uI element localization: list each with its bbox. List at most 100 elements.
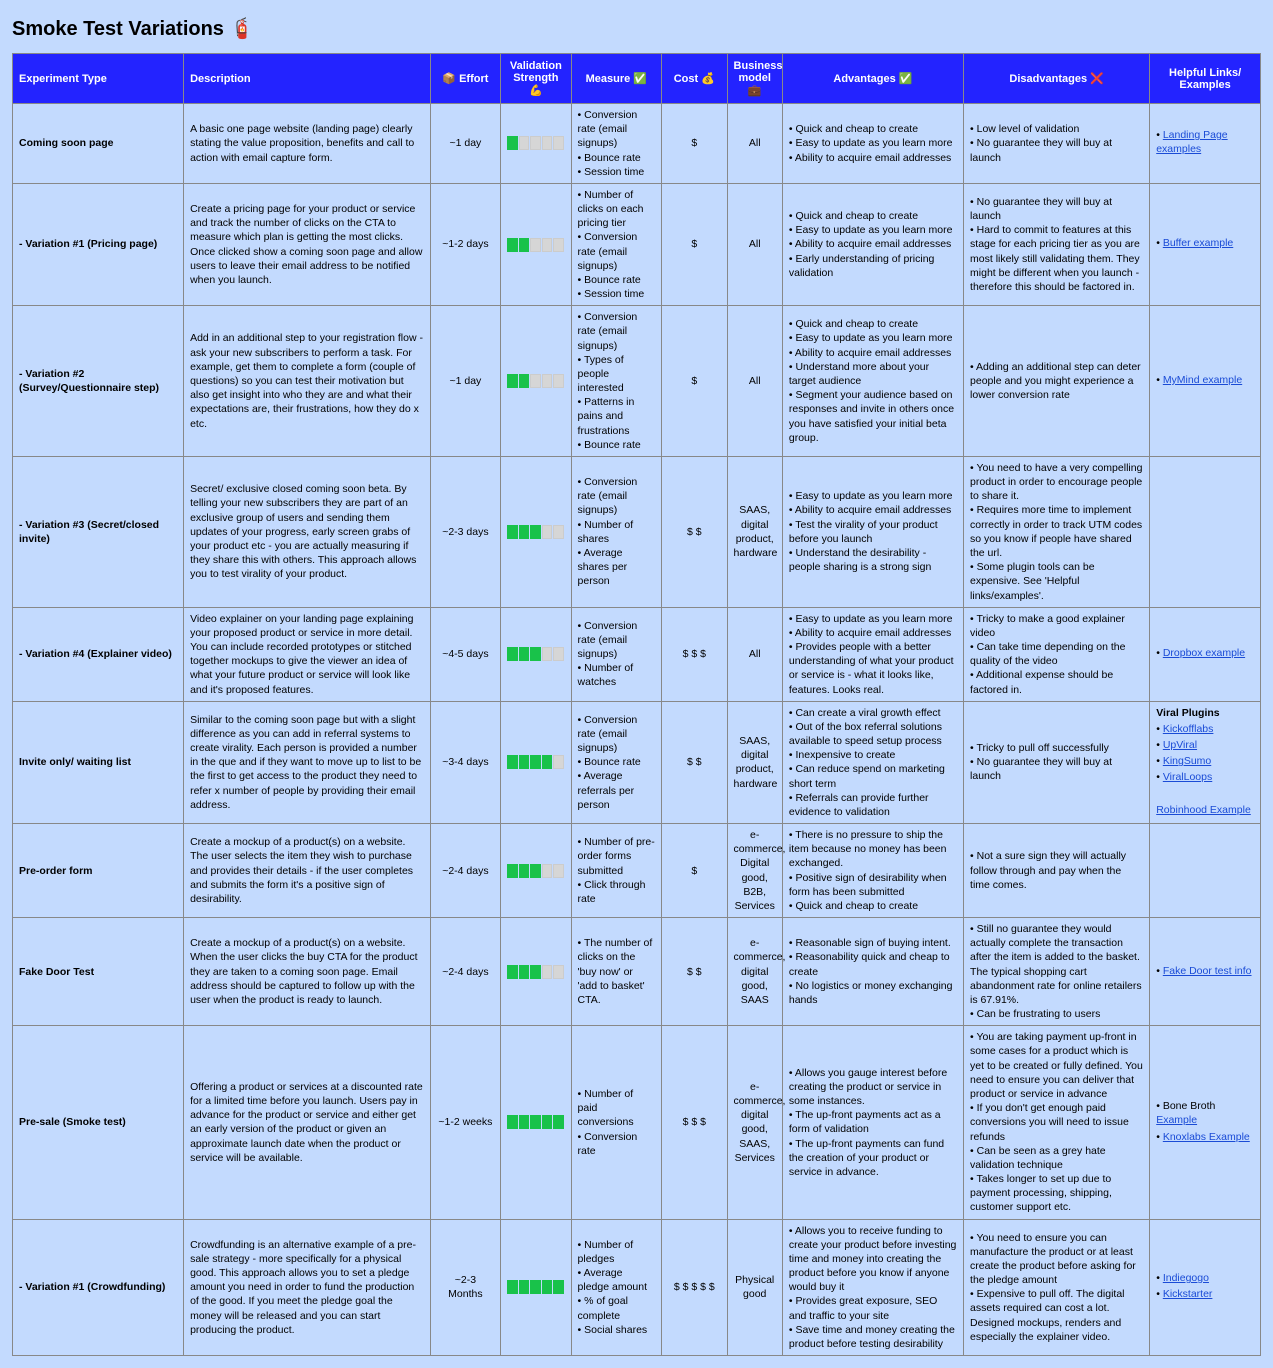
cost-cell: $ $ <box>662 918 727 1026</box>
cost-cell: $ $ $ <box>662 607 727 701</box>
helpful-link[interactable]: Fake Door test info <box>1163 965 1252 977</box>
list-item: Can be frustrating to users <box>970 1007 1143 1021</box>
strength-segment <box>519 525 529 539</box>
description-cell: Create a mockup of a product(s) on a web… <box>184 918 431 1026</box>
business-model-cell: e-commerce, digital good, SAAS, Services <box>727 1026 782 1219</box>
validation-strength-bar <box>507 238 564 252</box>
strength-segment <box>519 864 529 878</box>
strength-segment <box>542 965 552 979</box>
strength-segment <box>553 525 563 539</box>
strength-segment <box>542 864 552 878</box>
list-item: Positive sign of desirability when form … <box>789 871 957 899</box>
experiment-type: - Variation #4 (Explainer video) <box>13 607 184 701</box>
list-item: Ability to acquire email addresses <box>789 626 957 640</box>
strength-segment <box>519 136 529 150</box>
advantages-cell: Reasonable sign of buying intent.Reasona… <box>782 918 963 1026</box>
cost-cell: $ <box>662 183 727 305</box>
experiment-type: Pre-sale (Smoke test) <box>13 1026 184 1219</box>
helpful-link[interactable]: Kickstarter <box>1163 1288 1213 1300</box>
strength-segment <box>542 1280 552 1294</box>
table-body: Coming soon pageA basic one page website… <box>13 104 1261 1356</box>
list-item: Provides great exposure, SEO and traffic… <box>789 1294 957 1322</box>
validation-cell <box>501 701 571 823</box>
experiment-type: - Variation #1 (Pricing page) <box>13 183 184 305</box>
helpful-link[interactable]: Buffer example <box>1163 237 1233 249</box>
measure-cell: Conversion rate (email signups)Bounce ra… <box>571 701 662 823</box>
column-header: 📦 Effort <box>430 54 500 104</box>
list-item: Reasonability quick and cheap to create <box>789 950 957 978</box>
helpful-link[interactable]: Robinhood Example <box>1156 804 1251 816</box>
measure-cell: Number of pledgesAverage pledge amount% … <box>571 1219 662 1356</box>
helpful-link[interactable]: KingSumo <box>1163 755 1211 767</box>
strength-segment <box>519 647 529 661</box>
helpful-link[interactable]: Indiegogo <box>1163 1272 1209 1284</box>
links-cell <box>1150 824 1261 918</box>
strength-segment <box>553 136 563 150</box>
strength-segment <box>519 374 529 388</box>
strength-segment <box>553 864 563 878</box>
strength-segment <box>507 1115 517 1129</box>
list-item: Quick and cheap to create <box>789 317 957 331</box>
strength-segment <box>553 647 563 661</box>
list-item: Number of pledges <box>578 1238 656 1266</box>
list-item: Understand the desirability - people sha… <box>789 546 957 574</box>
business-model-cell: All <box>727 183 782 305</box>
list-item: Conversion rate <box>578 1130 656 1158</box>
link-item: Fake Door test info <box>1156 964 1254 978</box>
effort-cell: ~2-3 days <box>430 456 500 607</box>
link-item: MyMind example <box>1156 373 1254 387</box>
list-item: Number of clicks on each pricing tier <box>578 188 656 231</box>
helpful-link[interactable]: UpViral <box>1163 739 1197 751</box>
variations-table: Experiment TypeDescription📦 EffortValida… <box>12 53 1261 1356</box>
strength-segment <box>542 1115 552 1129</box>
business-model-cell: All <box>727 104 782 184</box>
experiment-type: Fake Door Test <box>13 918 184 1026</box>
table-row: Fake Door TestCreate a mockup of a produ… <box>13 918 1261 1026</box>
validation-strength-bar <box>507 136 564 150</box>
strength-segment <box>519 238 529 252</box>
helpful-link[interactable]: Example <box>1156 1114 1197 1126</box>
helpful-link[interactable]: ViralLoops <box>1163 771 1212 783</box>
helpful-link[interactable]: Kickofflabs <box>1163 723 1214 735</box>
table-row: Coming soon pageA basic one page website… <box>13 104 1261 184</box>
strength-segment <box>530 647 540 661</box>
helpful-link[interactable]: MyMind example <box>1163 374 1242 386</box>
list-item: Bounce rate <box>578 755 656 769</box>
list-item: Allows you gauge interest before creatin… <box>789 1066 957 1109</box>
advantages-cell: Can create a viral growth effectOut of t… <box>782 701 963 823</box>
list-item: Quick and cheap to create <box>789 122 957 136</box>
list-item: Can create a viral growth effect <box>789 706 957 720</box>
table-row: - Variation #4 (Explainer video)Video ex… <box>13 607 1261 701</box>
list-item: You need to ensure you can manufacture t… <box>970 1231 1143 1288</box>
list-item: Some plugin tools can be expensive. See … <box>970 560 1143 603</box>
disadvantages-cell: You need to have a very compelling produ… <box>964 456 1150 607</box>
links-cell: Dropbox example <box>1150 607 1261 701</box>
validation-cell <box>501 306 571 457</box>
advantages-cell: Easy to update as you learn moreAbility … <box>782 456 963 607</box>
list-item: Ability to acquire email addresses <box>789 151 957 165</box>
helpful-link[interactable]: Knoxlabs Example <box>1163 1131 1250 1143</box>
measure-cell: Conversion rate (email signups)Bounce ra… <box>571 104 662 184</box>
strength-segment <box>507 647 517 661</box>
helpful-link[interactable]: Landing Page examples <box>1156 129 1227 155</box>
list-item: Types of people interested <box>578 353 656 396</box>
list-item: Not a sure sign they will actually follo… <box>970 849 1143 892</box>
list-item: Tricky to make a good explainer video <box>970 612 1143 640</box>
link-item: UpViral <box>1156 738 1254 752</box>
disadvantages-cell: You need to ensure you can manufacture t… <box>964 1219 1150 1356</box>
disadvantages-cell: You are taking payment up-front in some … <box>964 1026 1150 1219</box>
effort-cell: ~2-3 Months <box>430 1219 500 1356</box>
helpful-link[interactable]: Dropbox example <box>1163 647 1245 659</box>
links-cell: Landing Page examples <box>1150 104 1261 184</box>
list-item: Reasonable sign of buying intent. <box>789 936 957 950</box>
list-item: Bounce rate <box>578 151 656 165</box>
strength-segment <box>530 864 540 878</box>
strength-segment <box>519 1115 529 1129</box>
list-item: Quick and cheap to create <box>789 899 957 913</box>
strength-segment <box>530 374 540 388</box>
list-item: The up-front payments can fund the creat… <box>789 1137 957 1180</box>
description-cell: Crowdfunding is an alternative example o… <box>184 1219 431 1356</box>
table-row: - Variation #3 (Secret/closed invite)Sec… <box>13 456 1261 607</box>
column-header: Measure ✅ <box>571 54 662 104</box>
strength-segment <box>530 755 540 769</box>
